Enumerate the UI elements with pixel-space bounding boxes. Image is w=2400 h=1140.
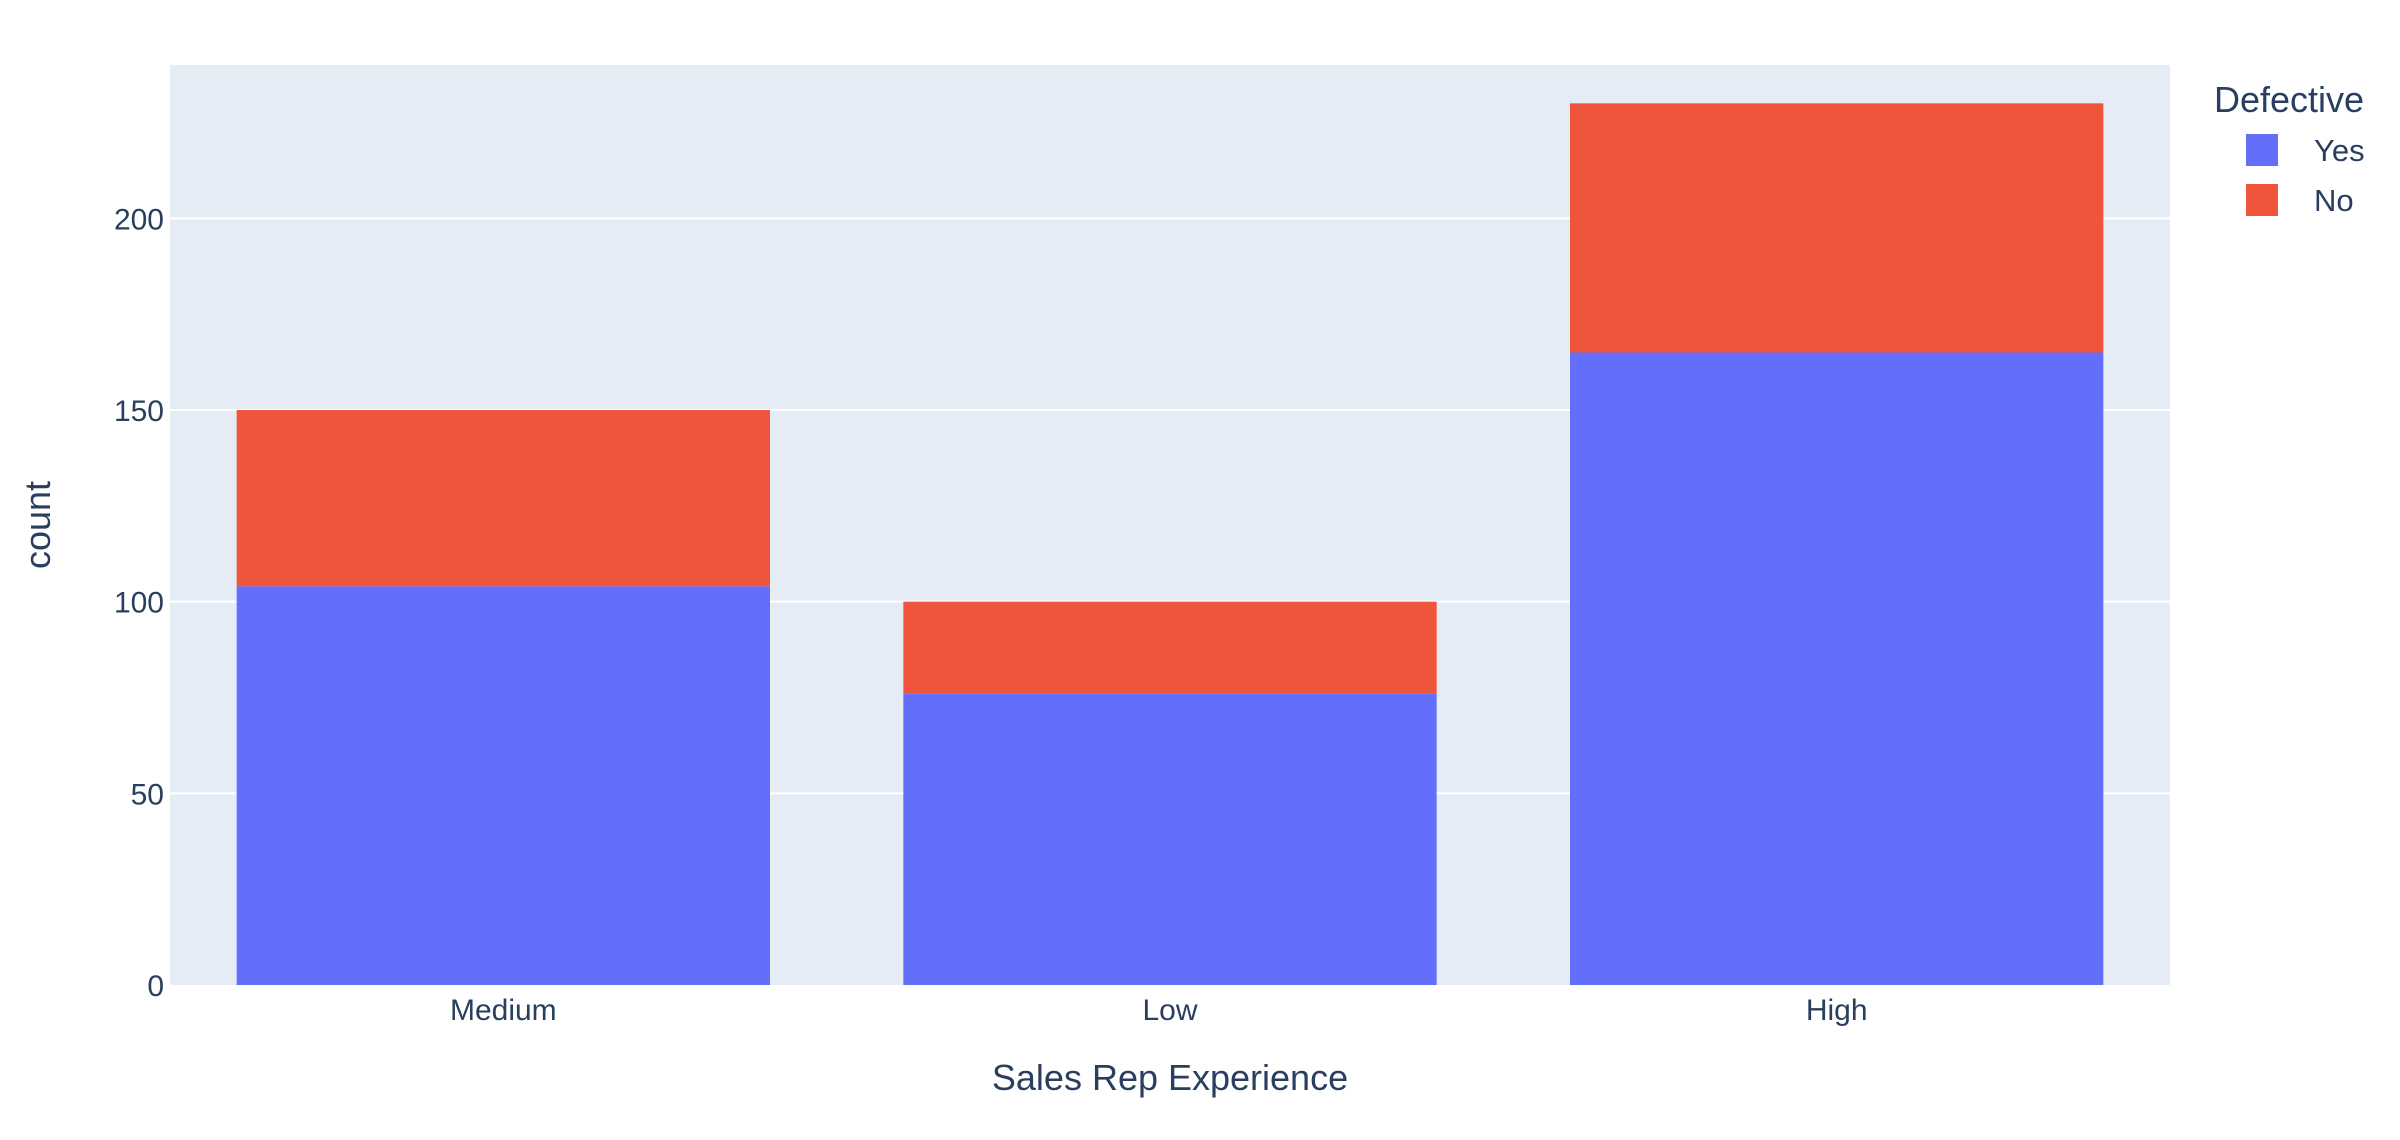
x-tick-labels: Medium Low High	[450, 994, 1868, 1027]
y-tick-label: 50	[131, 778, 164, 811]
bar-low-yes[interactable]	[903, 693, 1437, 985]
y-tick-labels: 0 50 100 150 200	[114, 203, 164, 1003]
legend-label-yes[interactable]: Yes	[2314, 133, 2365, 168]
bar-medium-yes[interactable]	[236, 586, 770, 985]
y-tick-label: 200	[114, 203, 164, 236]
x-tick-label: Medium	[450, 994, 557, 1027]
y-tick-label: 0	[147, 970, 164, 1003]
y-tick-label: 150	[114, 395, 164, 428]
x-tick-label: High	[1806, 994, 1868, 1027]
bar-high-no[interactable]	[1570, 103, 2104, 353]
bar-low-no[interactable]	[903, 601, 1437, 694]
bars	[236, 103, 2104, 986]
legend-title: Defective	[2214, 79, 2364, 120]
x-tick-label: Low	[1142, 994, 1197, 1027]
legend-swatch-yes[interactable]	[2246, 134, 2278, 166]
bar-high-yes[interactable]	[1570, 352, 2104, 986]
bar-medium-no[interactable]	[236, 410, 770, 587]
y-axis-title: count	[17, 481, 58, 569]
y-tick-label: 100	[114, 587, 164, 620]
legend-swatch-no[interactable]	[2246, 184, 2278, 216]
legend-label-no[interactable]: No	[2314, 183, 2354, 218]
x-axis-title: Sales Rep Experience	[992, 1057, 1348, 1098]
legend: Defective Yes No	[2214, 79, 2365, 218]
